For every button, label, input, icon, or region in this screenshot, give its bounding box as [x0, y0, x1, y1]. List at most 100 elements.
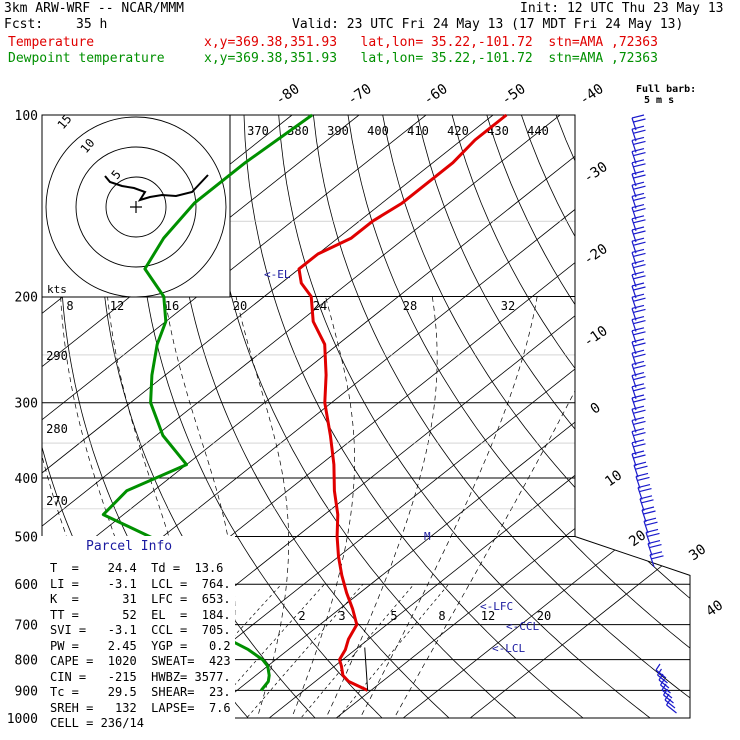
pressure-tick-label: 100	[15, 109, 38, 124]
parcel-info-row: SVI = -3.1 CCL = 705.	[50, 623, 231, 637]
parcel-info-row: K = 31 LFC = 653.	[50, 592, 231, 606]
moist-adiabat-line	[319, 296, 438, 718]
temperature-tick-label: -60	[421, 81, 451, 109]
temperature-tick-label: -80	[273, 81, 303, 109]
theta-label: 410	[407, 124, 429, 138]
sounding-annotation: <-EL	[264, 268, 291, 281]
dry-adiabat-line	[278, 115, 668, 718]
mixing-ratio-low-label: 3	[338, 609, 345, 623]
wind-barb	[658, 673, 670, 689]
mixing-ratio-line	[327, 583, 449, 718]
pressure-tick-label: 700	[15, 619, 38, 634]
dry-adiabat-line	[625, 115, 690, 718]
wind-barb	[663, 688, 674, 704]
temperature-tick-label: 30	[686, 541, 709, 564]
pressure-tick-label: 300	[15, 397, 38, 412]
wind-barb	[641, 506, 656, 523]
mixing-ratio-label: 20	[233, 299, 247, 313]
wind-barb	[661, 683, 673, 699]
parcel-line	[364, 647, 369, 691]
valid-time: Valid: 23 UTC Fri 24 May 13 (17 MDT Fri …	[292, 17, 684, 32]
dry-adiabat-line	[417, 115, 690, 718]
sounding-annotation: <-LFC	[480, 600, 513, 613]
dry-adiabat-line	[659, 115, 690, 718]
hodograph-ring	[105, 176, 167, 238]
isotherm-line	[386, 115, 690, 718]
isotherm-line	[118, 115, 690, 718]
moist-adiabat-line	[353, 296, 538, 718]
temperature-legend: Temperature	[8, 35, 95, 50]
temperature-tick-label: 40	[703, 597, 726, 620]
moist-adiabat-line	[235, 296, 289, 718]
dry-adiabat-line	[313, 115, 690, 718]
mixing-ratio-low-label: 5	[390, 609, 397, 623]
forecast-label: Fcst:	[4, 17, 44, 32]
wind-barb	[649, 551, 664, 567]
wind-barb	[635, 472, 650, 489]
parcel-info-title: Parcel Info	[86, 539, 173, 554]
mixing-ratio-line	[235, 583, 364, 718]
parcel-info-row: TT = 52 EL = 184.	[50, 607, 231, 622]
dry-adiabat-line	[208, 115, 532, 718]
pressure-tick-label: 900	[15, 684, 38, 699]
init-time: Init: 12 UTC Thu 23 May 13	[520, 1, 724, 16]
sounding-annotation: <-LCL	[492, 642, 525, 655]
mixing-ratio-label: 8	[66, 299, 73, 313]
isotherm-line	[319, 115, 690, 718]
forecast-hour: 35 h	[76, 17, 108, 32]
isotherm-line	[42, 115, 628, 718]
pressure-tick-label: 800	[15, 654, 38, 669]
temperature-tick-label: 20	[626, 527, 649, 550]
mixing-ratio-label: 24	[313, 299, 327, 313]
isotherm-line	[42, 115, 427, 718]
dewpoint-line	[101, 113, 313, 692]
temperature-station-info: x,y=369.38,351.93 lat,lon= 35.22,-101.72…	[204, 35, 658, 50]
wind-barb	[647, 540, 662, 556]
wind-barb	[639, 495, 654, 511]
temperature-line	[297, 113, 508, 692]
mixing-ratio-label: 32	[501, 299, 515, 313]
mixing-ratio-low-label: 2	[298, 609, 305, 623]
theta-label: 370	[247, 124, 269, 138]
theta-label: 400	[367, 124, 389, 138]
pressure-tick-label: 1000	[7, 712, 38, 727]
dry-adiabat-line	[347, 115, 690, 718]
theta-label: 390	[327, 124, 349, 138]
parcel-info-row: CIN = -215 HWBZ= 3577.	[50, 669, 231, 684]
full-barb-label: Full barb:	[636, 84, 697, 95]
theta-side-label: 280	[46, 422, 68, 436]
mixing-ratio-label: 12	[110, 299, 124, 313]
dry-adiabat-line	[486, 115, 690, 718]
parcel-info-row: T = 24.4 Td = 13.6	[50, 561, 224, 575]
dry-adiabat-line	[730, 115, 740, 731]
hodograph-trace	[104, 174, 209, 202]
dry-adiabat-line	[451, 115, 690, 718]
parcel-info-row: CAPE = 1020 SWEAT= 423	[50, 654, 231, 668]
wind-barb	[664, 693, 676, 709]
hodograph-ring	[75, 146, 197, 268]
pressure-tick-label: 200	[15, 291, 38, 306]
dry-adiabat-line	[243, 115, 600, 718]
full-barb-units: 5 m s	[644, 95, 675, 106]
isotherm-line	[42, 115, 494, 718]
pressure-tick-label: 500	[15, 530, 38, 545]
sounding-annotation: M	[424, 530, 431, 543]
dry-adiabat-line	[521, 115, 690, 718]
isotherm-line	[252, 115, 690, 718]
hodograph-units: kts	[47, 283, 67, 296]
isotherm-line	[453, 115, 690, 718]
moist-adiabat-line	[286, 296, 355, 718]
dry-adiabat-line	[590, 115, 690, 718]
temperature-tick-label: 0	[588, 400, 604, 418]
temperature-tick-label: -20	[581, 241, 611, 269]
temperature-tick-label: -70	[345, 81, 375, 109]
dewpoint-station-info: x,y=369.38,351.93 lat,lon= 35.22,-101.72…	[204, 51, 658, 66]
dewpoint-legend: Dewpoint temperature	[8, 51, 165, 66]
parcel-info-panel	[40, 536, 235, 731]
wind-barb	[660, 678, 671, 694]
hodograph-ring	[45, 116, 227, 298]
dry-adiabat-line	[173, 115, 464, 718]
wind-barb	[657, 668, 668, 684]
temperature-tick-label: -50	[499, 81, 529, 109]
mixing-ratio-low-label: 12	[481, 609, 495, 623]
